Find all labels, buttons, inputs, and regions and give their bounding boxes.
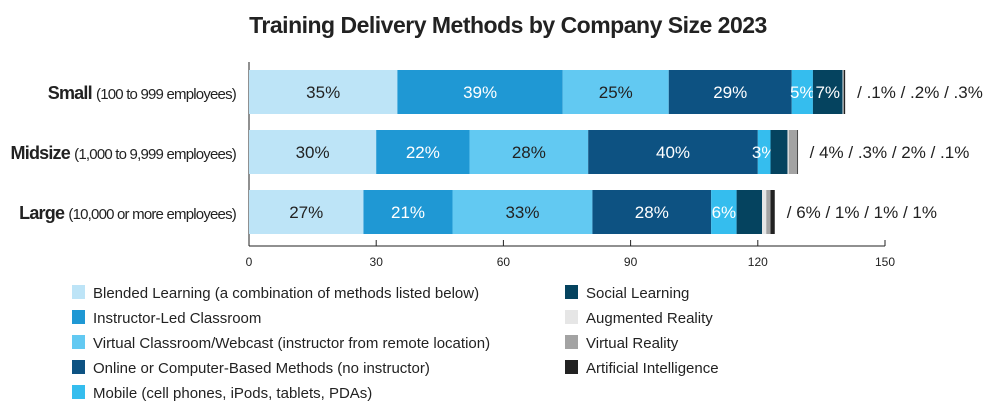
bar-value-label: 21% <box>391 203 425 222</box>
bar-value-label: 29% <box>713 83 747 102</box>
bar-segment <box>797 130 799 174</box>
bar-value-label: 35% <box>306 83 340 102</box>
bar-value-label: 28% <box>635 203 669 222</box>
legend-swatch <box>72 360 85 374</box>
bar-segment <box>770 130 788 174</box>
bar-segment <box>736 190 763 234</box>
legend-label: Online or Computer-Based Methods (no ins… <box>93 360 430 377</box>
tail-value-label: / 4% / .3% / 2% / .1% <box>810 143 970 162</box>
bar-value-label: 39% <box>463 83 497 102</box>
bar-segment <box>249 190 364 234</box>
bar-segment <box>376 130 470 174</box>
chart-title: Training Delivery Methods by Company Siz… <box>249 12 767 38</box>
legend-swatch <box>565 335 578 349</box>
bar-segment <box>843 70 846 114</box>
legend-swatch <box>72 385 85 399</box>
bar-segment <box>791 70 813 114</box>
legend-label: Artificial Intelligence <box>586 360 719 377</box>
bar-segment <box>842 70 844 114</box>
bar-value-label: 33% <box>505 203 539 222</box>
category-label: Midsize (1,000 to 9,999 employees) <box>11 143 237 163</box>
category-label: Small (100 to 999 employees) <box>48 83 237 103</box>
bar-segment <box>452 190 593 234</box>
bar-segment <box>588 130 758 174</box>
x-tick-label: 90 <box>624 255 638 269</box>
bar-segment <box>668 70 792 114</box>
bar-value-label: 30% <box>296 143 330 162</box>
bar-segment <box>757 130 771 174</box>
bar-segment <box>762 190 767 234</box>
legend-label: Blended Learning (a combination of metho… <box>93 285 479 302</box>
bar-segment <box>770 190 775 234</box>
category-label: Large (10,000 or more employees) <box>19 203 237 223</box>
legend-swatch <box>565 360 578 374</box>
legend-label: Augmented Reality <box>586 310 713 327</box>
tail-value-label: / .1% / .2% / .3% <box>857 83 983 102</box>
x-tick-label: 0 <box>246 255 253 269</box>
legend-swatch <box>72 310 85 324</box>
bar-value-label: 25% <box>599 83 633 102</box>
bar-value-label: 7% <box>815 83 840 102</box>
legend-swatch <box>565 285 578 299</box>
x-tick-label: 60 <box>497 255 511 269</box>
bar-segment <box>812 70 843 114</box>
bar-segment <box>249 70 398 114</box>
legend-label: Instructor-Led Classroom <box>93 310 261 327</box>
legend-swatch <box>72 285 85 299</box>
legend-swatch <box>565 310 578 324</box>
bar-value-label: 3% <box>752 143 777 162</box>
bar-segment <box>787 130 789 174</box>
legend-label: Mobile (cell phones, iPods, tablets, PDA… <box>93 385 372 402</box>
bar-value-label: 28% <box>512 143 546 162</box>
bar-value-label: 40% <box>656 143 690 162</box>
bar-segment <box>397 70 563 114</box>
legend-label: Social Learning <box>586 285 689 302</box>
bar-value-label: 27% <box>289 203 323 222</box>
bar-value-label: 6% <box>712 203 737 222</box>
x-tick-label: 150 <box>875 255 895 269</box>
bar-segment <box>843 70 844 114</box>
bar-segment <box>469 130 589 174</box>
bar-segment <box>788 130 798 174</box>
x-tick-label: 30 <box>370 255 384 269</box>
bar-value-label: 5% <box>790 83 815 102</box>
bar-value-label: 22% <box>406 143 440 162</box>
bar-segment <box>562 70 669 114</box>
x-tick-label: 120 <box>748 255 768 269</box>
bar-segment <box>711 190 737 234</box>
bar-segment <box>249 130 377 174</box>
bar-segment <box>592 190 712 234</box>
tail-value-label: / 6% / 1% / 1% / 1% <box>787 203 937 222</box>
legend-label: Virtual Reality <box>586 335 679 352</box>
bar-segment <box>766 190 771 234</box>
legend-label: Virtual Classroom/Webcast (instructor fr… <box>93 335 490 352</box>
bar-segment <box>363 190 453 234</box>
legend-swatch <box>72 335 85 349</box>
